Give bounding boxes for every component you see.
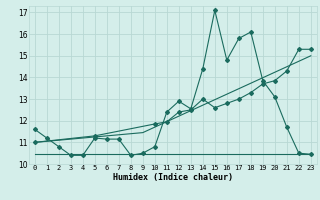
X-axis label: Humidex (Indice chaleur): Humidex (Indice chaleur) <box>113 173 233 182</box>
